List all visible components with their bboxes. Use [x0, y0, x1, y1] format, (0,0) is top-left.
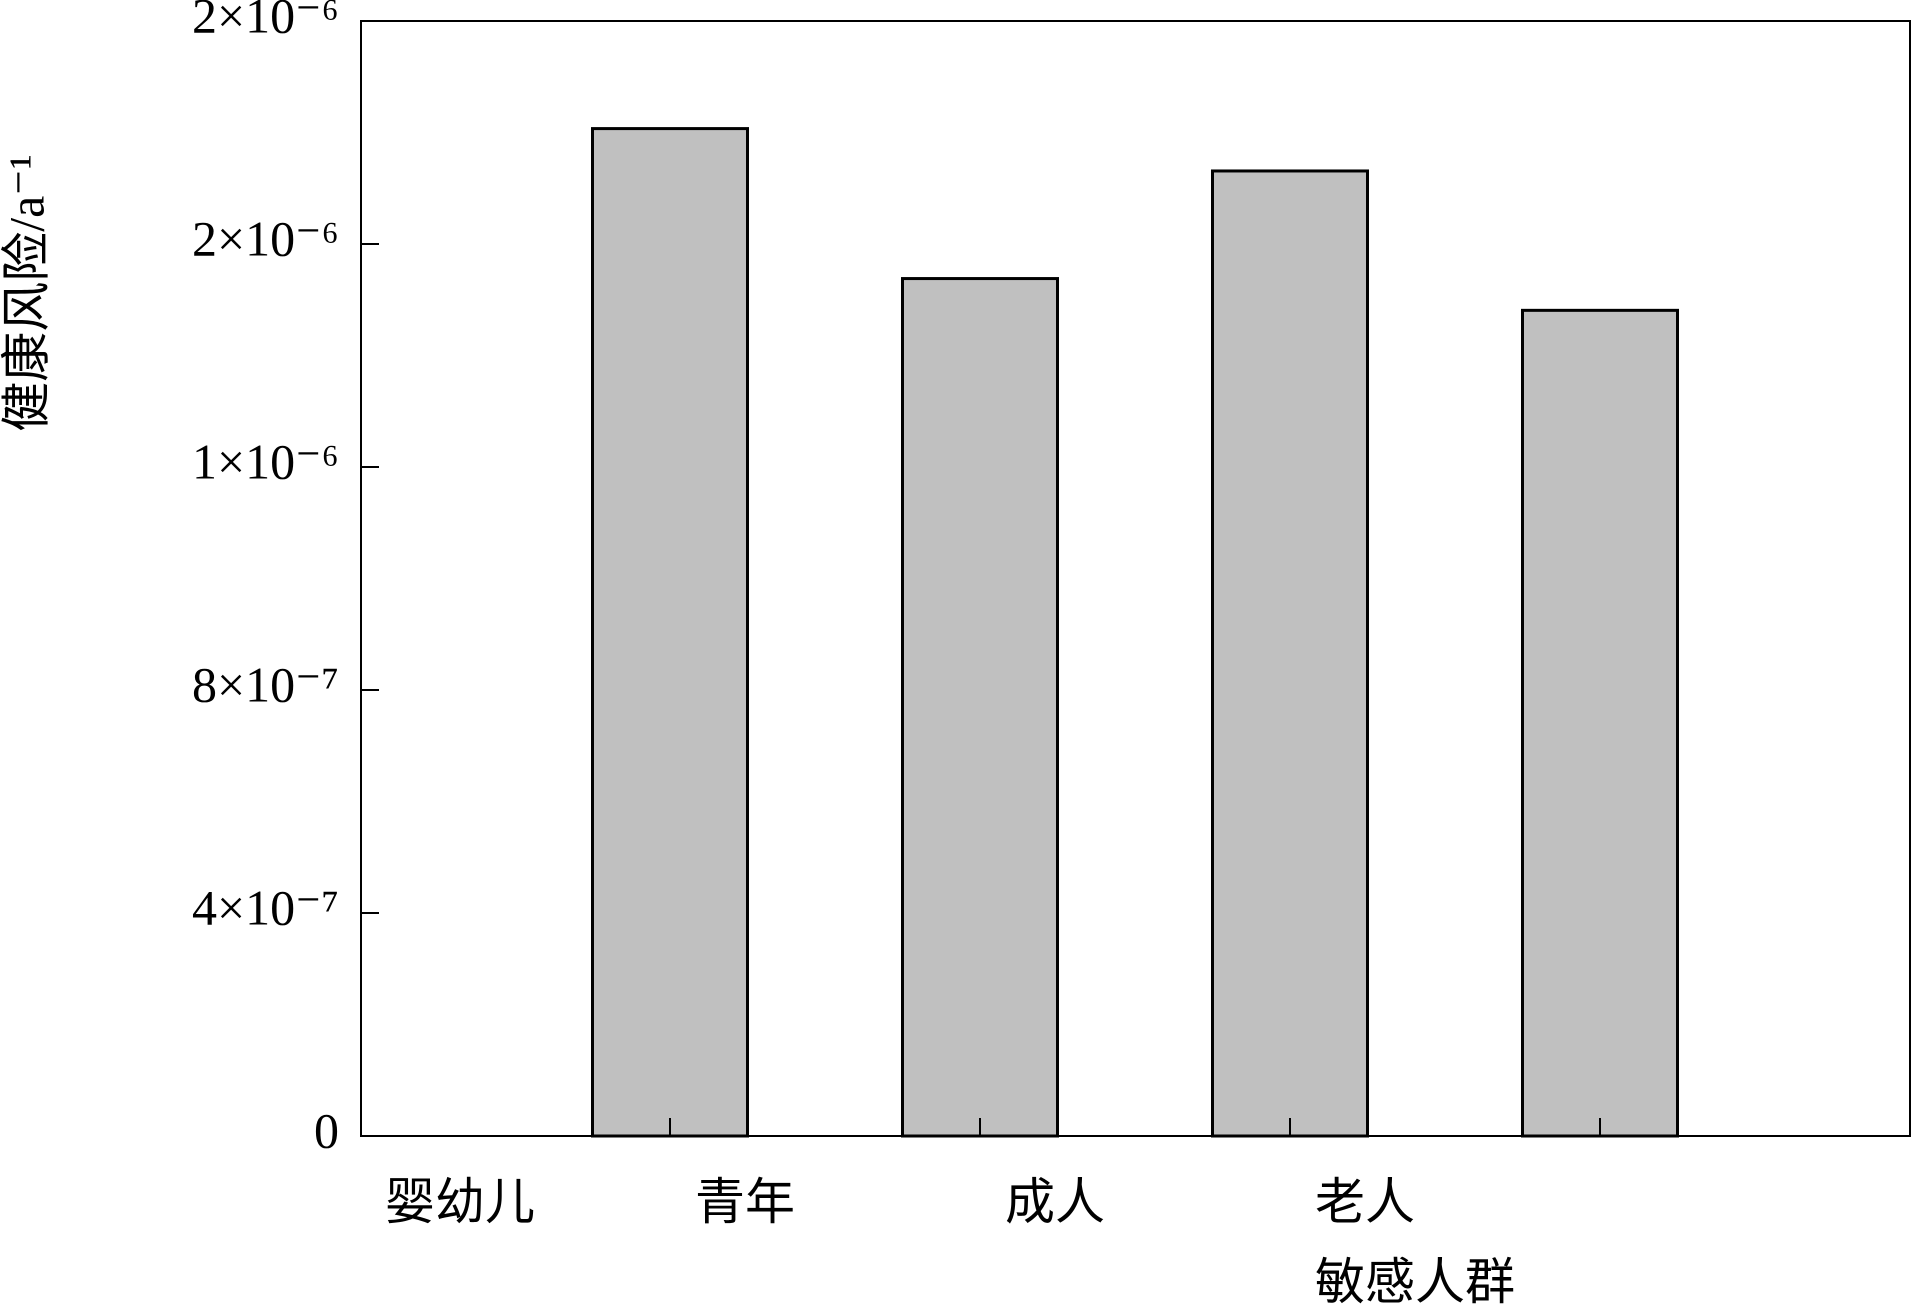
y-tick-label: 4×10⁻⁷	[192, 879, 339, 935]
plot-frame	[360, 20, 1911, 1137]
bar	[1211, 169, 1369, 1138]
x-tick-label: 老人 敏感人群	[1315, 1174, 1515, 1310]
x-tick-label: 成人	[1005, 1174, 1105, 1230]
bar	[901, 277, 1059, 1138]
bar	[1521, 308, 1679, 1138]
y-tick-label: 2×10⁻⁶	[192, 210, 339, 266]
y-tick-label: 1×10⁻⁶	[192, 433, 339, 489]
y-tick-label: 0	[314, 1102, 339, 1158]
x-tick-label: 婴幼儿	[385, 1174, 535, 1230]
bar	[591, 127, 749, 1138]
y-tick-label: 8×10⁻⁷	[192, 656, 339, 712]
y-axis-label: 健康风险/a⁻¹	[0, 154, 54, 431]
y-tick-label: 2×10⁻⁶	[192, 0, 339, 43]
x-tick-label: 青年	[695, 1174, 795, 1230]
